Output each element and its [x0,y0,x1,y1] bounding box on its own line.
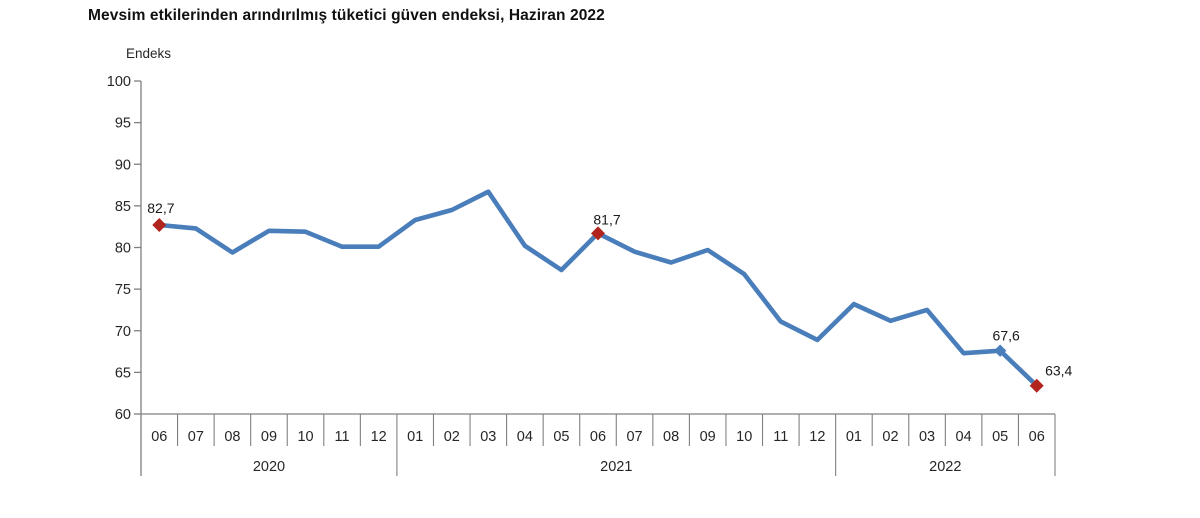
y-tick-label: 100 [107,74,131,90]
month-label: 10 [297,429,313,445]
year-label: 2020 [253,459,285,475]
year-label: 2022 [929,459,961,475]
data-point-marker [152,218,167,233]
y-axis-title: Endeks [126,46,172,61]
month-label: 03 [480,429,496,445]
data-point-label: 81,7 [593,211,620,227]
month-label: 12 [809,429,825,445]
data-point-marker [591,226,605,241]
data-point-marker [1029,378,1044,393]
month-label: 04 [956,429,972,445]
y-tick-label: 85 [115,199,131,215]
month-label: 11 [773,429,788,445]
month-label: 02 [444,429,460,445]
y-tick-label: 60 [115,407,131,423]
month-label: 02 [882,429,898,445]
y-tick-label: 70 [115,324,131,340]
month-label: 11 [335,429,350,445]
month-label: 07 [626,429,642,445]
month-label: 06 [590,429,606,445]
month-label: 03 [919,429,935,445]
data-point-marker [993,344,1007,357]
month-label: 01 [846,429,862,445]
data-point-label: 63,4 [1045,363,1072,379]
data-point-label: 82,7 [147,200,174,216]
year-label: 2021 [600,459,632,475]
month-label: 08 [224,429,240,445]
month-label: 10 [736,429,752,445]
y-tick-label: 65 [115,365,131,381]
month-label: 06 [151,429,167,445]
month-label: 09 [261,429,277,445]
month-label: 01 [407,429,423,445]
month-label: 06 [1029,429,1045,445]
month-label: 07 [188,429,204,445]
month-label: 05 [553,429,569,445]
chart-title: Mevsim etkilerinden arındırılmış tüketic… [88,7,605,24]
y-tick-label: 95 [115,116,131,132]
y-tick-label: 75 [115,282,131,298]
month-label: 09 [700,429,716,445]
month-label: 05 [992,429,1008,445]
y-tick-label: 80 [115,241,131,257]
month-label: 12 [371,429,387,445]
data-point-label: 67,6 [993,328,1020,344]
y-tick-label: 90 [115,157,131,173]
month-label: 04 [517,429,533,445]
month-label: 08 [663,429,679,445]
